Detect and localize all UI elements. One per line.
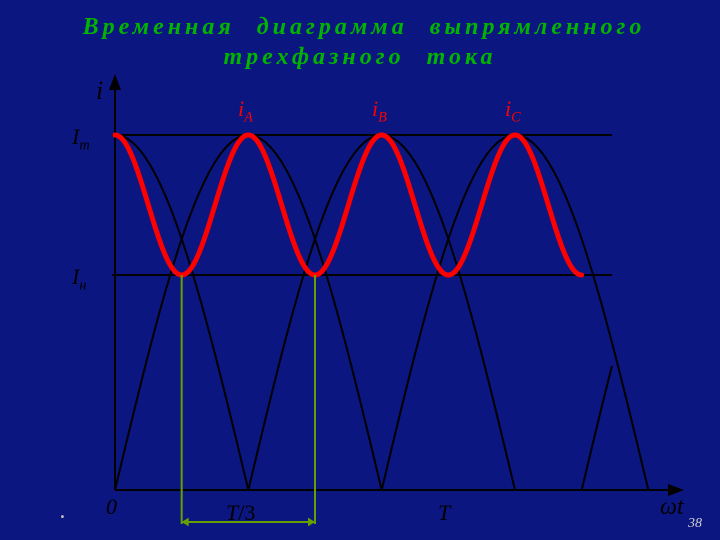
diagram-svg — [0, 0, 720, 540]
slide-root: { "canvas": { "w": 720, "h": 540, "bg": … — [0, 0, 720, 540]
